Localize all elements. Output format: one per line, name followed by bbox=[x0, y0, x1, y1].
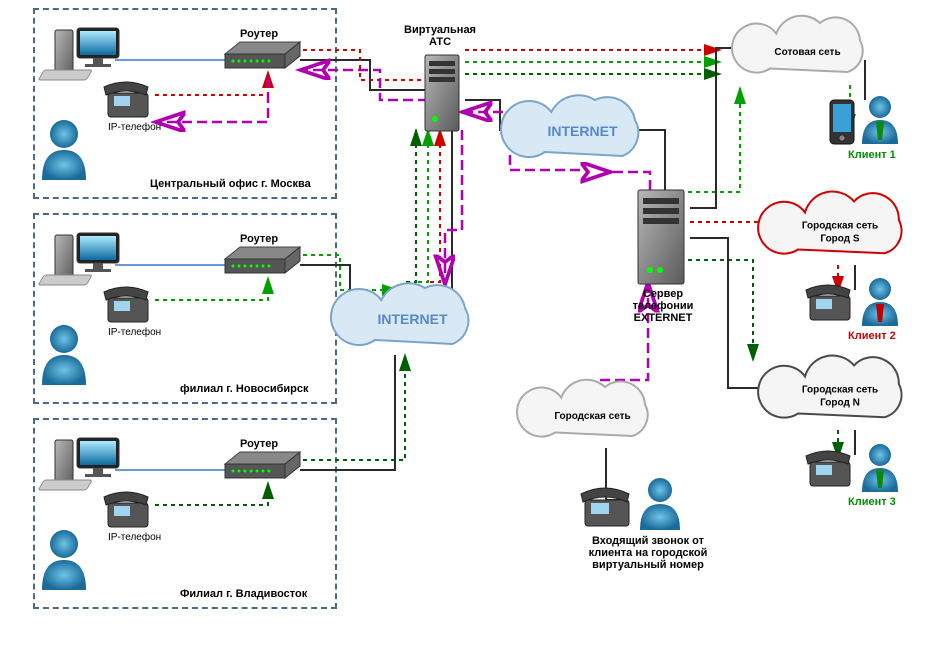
office-3-router bbox=[225, 452, 300, 478]
svg-text:Город S: Город S bbox=[820, 234, 859, 245]
conn-green-r3-int bbox=[303, 355, 405, 460]
diagram-svg: INTERNET INTERNET Городская сеть Сотовая се… bbox=[0, 0, 942, 648]
conn-phone-router-1b bbox=[158, 78, 268, 122]
client1-mobile bbox=[830, 100, 854, 144]
client2-label: Клиент 2 bbox=[848, 330, 896, 342]
conn-router1-atc bbox=[300, 60, 428, 90]
client2-phone bbox=[806, 285, 850, 320]
conn-phone-router-1a bbox=[155, 72, 268, 95]
incoming-phone bbox=[581, 488, 629, 526]
cloud-cell_net: Сотовая сеть bbox=[732, 16, 863, 73]
client3-phone bbox=[806, 451, 850, 486]
client1-person bbox=[862, 96, 898, 144]
cloud-city_n: Городская сеть Город N bbox=[758, 356, 901, 418]
conn-green-int-atc bbox=[418, 130, 428, 282]
conn-mag-atc-int bbox=[445, 130, 462, 282]
svg-text:Городская сеть: Городская сеть bbox=[554, 411, 630, 422]
svg-text:Город N: Город N bbox=[820, 398, 860, 409]
conn-greend-int-atc bbox=[406, 130, 416, 282]
office-3-person bbox=[42, 530, 86, 590]
server-label: СервертелефонииEXTERNET bbox=[608, 288, 718, 324]
cloud-city_s: Городская сеть Город S bbox=[758, 192, 901, 254]
office2-router-label: Роутер bbox=[240, 233, 278, 245]
incoming-label: Входящий звонок отклиента на городскойви… bbox=[548, 535, 748, 571]
office-1-phone bbox=[104, 82, 148, 117]
virtual-atc-label: ВиртуальнаяАТС bbox=[380, 24, 500, 48]
conn-phone-router-2 bbox=[155, 278, 268, 300]
incoming-red: виртуальный номер bbox=[592, 559, 704, 571]
office3-router-label: Роутер bbox=[240, 438, 278, 450]
office2-phone-label: IP-телефон bbox=[108, 327, 161, 338]
svg-text:INTERNET: INTERNET bbox=[378, 311, 448, 327]
office-2-phone bbox=[104, 287, 148, 322]
conn-red-r1-atc bbox=[303, 50, 428, 80]
conn-phone-router-3 bbox=[155, 483, 268, 505]
office-3-workstation bbox=[38, 438, 119, 490]
office-2-workstation bbox=[38, 233, 119, 285]
conn-mag-srv-int2 bbox=[608, 172, 650, 190]
office-2-person bbox=[42, 325, 86, 385]
svg-text:INTERNET: INTERNET bbox=[548, 123, 618, 139]
client3-label: Клиент 3 bbox=[848, 496, 896, 508]
office-1-person bbox=[42, 120, 86, 180]
telephony-server bbox=[638, 190, 684, 284]
svg-text:Городская сеть: Городская сеть bbox=[802, 221, 878, 232]
conn-mag-atc-r1 bbox=[303, 70, 428, 100]
office2-title: филиал г. Новосибирск bbox=[180, 383, 309, 395]
cloud-internet_top: INTERNET bbox=[501, 95, 638, 157]
svg-text:Сотовая сеть: Сотовая сеть bbox=[774, 47, 840, 58]
incoming-text: Входящий звонок отклиента на городской bbox=[589, 535, 708, 559]
conn-router3-int bbox=[300, 355, 395, 470]
office3-title: Филиал г. Владивосток bbox=[180, 588, 307, 600]
svg-text:Городская сеть: Городская сеть bbox=[802, 385, 878, 396]
office1-phone-label: IP-телефон bbox=[108, 122, 161, 133]
office-2-router bbox=[225, 247, 300, 273]
virtual-atc-server bbox=[425, 55, 459, 131]
incoming-person bbox=[640, 478, 680, 530]
conn-green-srv-celld bbox=[688, 88, 740, 192]
office1-router-label: Роутер bbox=[240, 28, 278, 40]
conn-red-int-atc bbox=[430, 130, 440, 282]
office1-title: Центральный офис г. Москва bbox=[150, 178, 311, 190]
office-1-router bbox=[225, 42, 300, 68]
cloud-internet_mid: INTERNET bbox=[331, 283, 468, 345]
office-1-workstation bbox=[38, 28, 119, 80]
client3-person bbox=[862, 444, 898, 492]
cloud-city_net_bottom: Городская сеть bbox=[517, 380, 648, 437]
office3-phone-label: IP-телефон bbox=[108, 532, 161, 543]
office-3-phone bbox=[104, 492, 148, 527]
client1-label: Клиент 1 bbox=[848, 149, 896, 161]
client2-person bbox=[862, 278, 898, 326]
